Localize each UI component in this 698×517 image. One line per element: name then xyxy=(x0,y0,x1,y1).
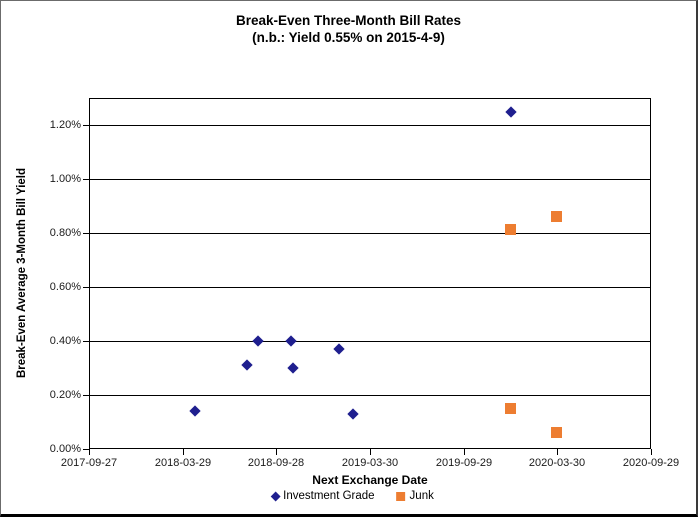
legend-item: Investment Grade xyxy=(270,490,375,502)
x-tick-label: 2018-03-29 xyxy=(154,457,212,469)
chart-title-line2: (n.b.: Yield 0.55% on 2015-4-9) xyxy=(252,30,445,45)
x-tick-mark xyxy=(464,449,465,455)
y-tick-mark xyxy=(83,179,89,180)
scatter-point-junk xyxy=(504,402,516,414)
legend-label: Investment Grade xyxy=(283,490,375,502)
chart-title: Break-Even Three-Month Bill Rates (n.b.:… xyxy=(1,12,696,46)
x-tick-label: 2017-09-27 xyxy=(60,457,118,469)
legend-item: Junk xyxy=(396,490,434,502)
x-axis-title: Next Exchange Date xyxy=(312,473,428,487)
y-tick-mark xyxy=(83,395,89,396)
plot-area xyxy=(89,98,651,449)
y-tick-mark xyxy=(83,341,89,342)
y-tick-label: 1.20% xyxy=(49,119,81,131)
x-tick-mark xyxy=(183,449,184,455)
y-axis-title: Break-Even Average 3-Month Bill Yield xyxy=(16,167,28,379)
h-gridline xyxy=(89,341,651,342)
legend-label: Junk xyxy=(409,490,434,502)
h-gridline xyxy=(89,233,651,234)
x-tick-label: 2019-09-29 xyxy=(435,457,493,469)
x-tick-label: 2018-09-28 xyxy=(247,457,305,469)
legend: Investment Grade Junk xyxy=(270,490,434,502)
x-tick-label: 2019-03-30 xyxy=(341,457,399,469)
h-gridline xyxy=(89,395,651,396)
y-tick-mark xyxy=(83,449,89,450)
y-tick-label: 0.40% xyxy=(49,335,81,347)
y-tick-label: 0.80% xyxy=(49,227,81,239)
y-tick-mark xyxy=(83,287,89,288)
h-gridline xyxy=(89,179,651,180)
x-tick-mark xyxy=(276,449,277,455)
x-tick-label: 2020-09-29 xyxy=(622,457,680,469)
y-tick-mark xyxy=(83,233,89,234)
x-tick-mark xyxy=(651,449,652,455)
chart-title-line1: Break-Even Three-Month Bill Rates xyxy=(235,13,462,28)
scatter-point-junk xyxy=(504,224,516,236)
scatter-point-junk xyxy=(551,426,563,438)
y-tick-label: 0.60% xyxy=(49,281,81,293)
x-tick-mark xyxy=(370,449,371,455)
scatter-point-junk xyxy=(551,210,563,222)
legend-square-icon xyxy=(396,491,406,501)
x-tick-mark xyxy=(89,449,90,455)
h-gridline xyxy=(89,125,651,126)
y-tick-label: 1.00% xyxy=(49,173,81,185)
y-tick-label: 0.00% xyxy=(49,443,81,455)
h-gridline xyxy=(89,287,651,288)
legend-diamond-icon xyxy=(270,491,281,501)
y-tick-label: 0.20% xyxy=(49,389,81,401)
y-tick-mark xyxy=(83,125,89,126)
x-tick-label: 2020-03-30 xyxy=(528,457,586,469)
x-tick-mark xyxy=(557,449,558,455)
